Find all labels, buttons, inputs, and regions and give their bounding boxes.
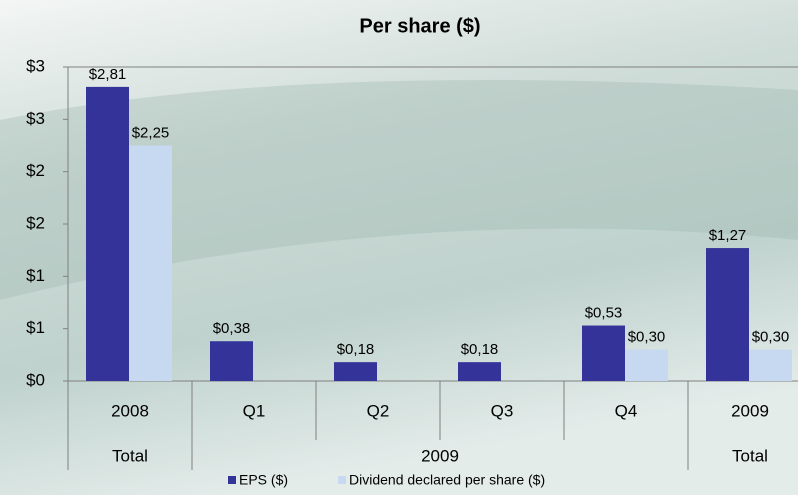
value-label: $0,30 (752, 329, 790, 346)
legend-swatch (228, 476, 236, 484)
bar (582, 326, 625, 381)
bar (129, 146, 172, 382)
y-tick-label: $1 (26, 266, 45, 285)
legend-label: Dividend declared per share ($) (349, 472, 545, 488)
group-label: Total (732, 446, 768, 465)
bar (706, 248, 749, 381)
x-tick-label: 2008 (111, 401, 149, 420)
bar (86, 87, 129, 381)
y-tick-label: $1 (26, 318, 45, 337)
legend-label: EPS ($) (239, 472, 288, 488)
legend-swatch (338, 476, 346, 484)
value-label: $0,30 (628, 329, 666, 346)
x-tick-label: Q4 (615, 401, 638, 420)
x-tick-label: 2009 (731, 401, 769, 420)
bar (625, 350, 668, 381)
x-tick-label: Q2 (367, 401, 390, 420)
value-label: $0,53 (585, 304, 623, 321)
chart: Per share ($) $0 $1 $1 $2 $2 $3 $3 2008 $2,81 $2,… (0, 0, 798, 495)
value-label: $2,81 (89, 66, 127, 83)
y-tick-label: $2 (26, 213, 45, 232)
y-tick-label: $3 (26, 109, 45, 128)
value-label: $2,25 (132, 124, 170, 141)
value-label: $0,18 (461, 341, 499, 358)
bar (210, 341, 253, 381)
group-label: 2009 (421, 446, 459, 465)
x-tick-label: Q3 (491, 401, 514, 420)
value-label: $0,38 (213, 320, 251, 337)
y-tick-label: $3 (26, 56, 45, 75)
x-tick-label: Q1 (243, 401, 266, 420)
bar (749, 350, 792, 381)
chart-title: Per share ($) (359, 15, 480, 37)
bar (334, 362, 377, 381)
value-label: $0,18 (337, 341, 375, 358)
group-label: Total (112, 446, 148, 465)
bar (458, 362, 501, 381)
y-tick-label: $0 (26, 370, 45, 389)
y-tick-label: $2 (26, 161, 45, 180)
value-label: $1,27 (709, 227, 747, 244)
